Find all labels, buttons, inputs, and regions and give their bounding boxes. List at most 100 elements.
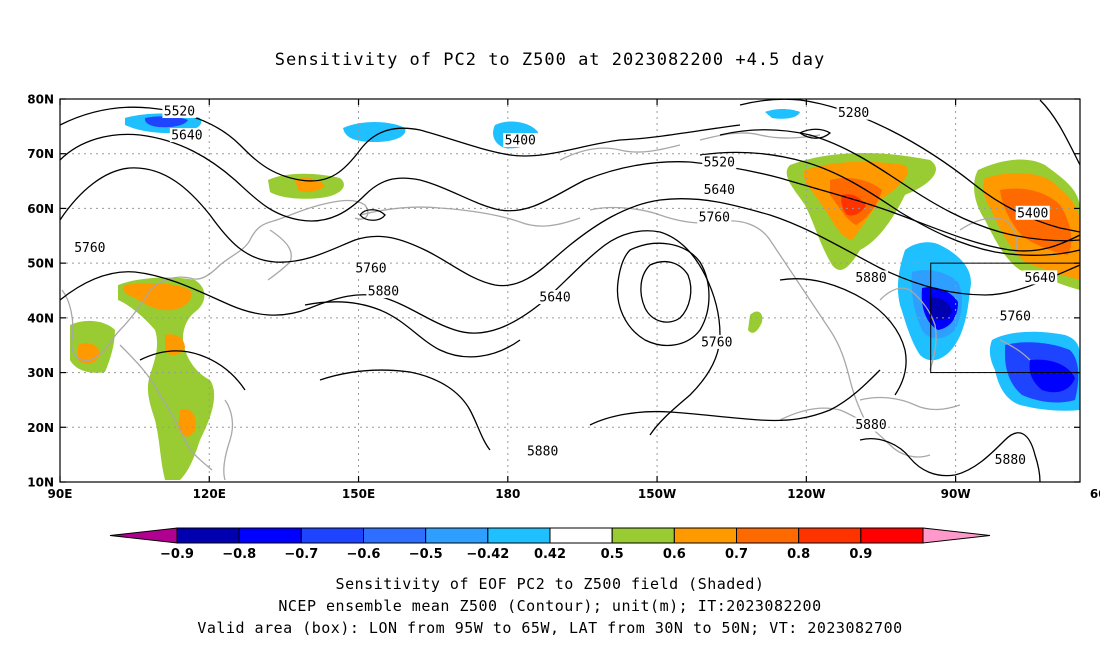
contour-label: 5520	[704, 155, 735, 170]
colorbar-swatch	[176, 527, 240, 544]
z500-contour	[59, 167, 1081, 296]
z500-contours	[59, 98, 1081, 483]
coastlines	[61, 132, 1031, 481]
contour-labels: 5520 5640 5400 5280 5520 5640 5760 5400 5760 5760…	[72, 104, 1058, 468]
footer-line-valid-area: Valid area (box): LON from 95W to 65W, L…	[197, 619, 903, 637]
colorbar-swatch	[549, 527, 613, 544]
lat-tick-label: 10N	[27, 476, 54, 490]
shade-region	[748, 311, 763, 333]
coastline	[589, 206, 871, 431]
footer-caption: Sensitivity of EOF PC2 to Z500 field (Sh…	[0, 573, 1100, 639]
footer-line-shaded: Sensitivity of EOF PC2 to Z500 field (Sh…	[335, 575, 765, 593]
z500-contour	[359, 209, 386, 221]
coastline	[999, 339, 1031, 361]
contour-label-bg	[366, 284, 401, 299]
map-axes: 90E 120E 150E 180 150W 120W 90W 60W 80N 70N 60N 50N…	[27, 93, 1100, 502]
contour-label-bg	[72, 240, 107, 255]
coastline	[223, 399, 234, 481]
contour-label-bg	[162, 104, 197, 119]
z500-contour	[719, 129, 1081, 242]
contour-label-bg	[1015, 205, 1050, 220]
colorbar-label: −0.5	[409, 547, 443, 562]
contour-label: 5280	[838, 106, 869, 121]
contour-label-bg	[854, 270, 889, 285]
contour-label: 5640	[1025, 271, 1056, 286]
shade-region	[1029, 359, 1075, 393]
map-frame	[59, 98, 1081, 483]
contour-label: 5760	[701, 335, 732, 350]
lat-tick-label: 70N	[27, 147, 54, 161]
shade-region	[123, 283, 192, 311]
contour-label-bg	[702, 154, 737, 169]
lon-tick-label: 90W	[941, 487, 971, 501]
contour-label: 5880	[995, 453, 1026, 468]
contour-label-bg	[353, 261, 388, 276]
contour-label-bg	[702, 182, 737, 197]
lon-tick-label: 90E	[48, 487, 73, 501]
z500-contour	[139, 350, 246, 391]
colorbar-label: 0.6	[663, 547, 686, 562]
colorbar-label: 0.42	[534, 547, 566, 562]
z500-contour	[699, 151, 1081, 256]
colorbar-max-triangle	[922, 527, 991, 544]
colorbar-label: −0.7	[284, 547, 318, 562]
colorbar-label: −0.9	[160, 547, 194, 562]
colorbar-label: 0.9	[849, 547, 872, 562]
lon-tick-label: 60W	[1090, 487, 1100, 501]
lon-tick-label: 180	[495, 487, 520, 501]
colorbar-label: −0.8	[222, 547, 256, 562]
colorbar-swatch	[611, 527, 675, 544]
contour-label-bg	[697, 210, 732, 225]
lat-tick-label: 30N	[27, 366, 54, 380]
colorbar-swatch	[798, 527, 862, 544]
colorbar-swatch	[736, 527, 800, 544]
sensitivity-shading	[70, 109, 1080, 480]
coastline	[61, 199, 369, 361]
contour-label: 5880	[368, 285, 399, 300]
z500-contour	[319, 369, 491, 451]
contour-label: 5640	[171, 129, 202, 144]
coastline	[859, 396, 961, 411]
chart-title: Sensitivity of PC2 to Z500 at 2023082200…	[274, 50, 826, 70]
contour-label-bg	[525, 443, 560, 458]
colorbar-label: −0.42	[466, 547, 509, 562]
colorbar-swatch	[300, 527, 365, 544]
contour-label: 5760	[74, 241, 105, 256]
lon-tick-label: 120W	[787, 487, 825, 501]
coastline	[699, 132, 821, 141]
lat-tick-label: 80N	[27, 93, 54, 107]
coastline	[267, 229, 292, 281]
shade-region	[178, 408, 196, 437]
coastline	[359, 206, 581, 227]
coastline	[559, 144, 681, 161]
colorbar-label: −0.6	[347, 547, 381, 562]
colorbar-swatch	[363, 527, 427, 544]
colorbar-swatch	[425, 527, 489, 544]
colorbar-label: 0.8	[787, 547, 810, 562]
lon-tick-label: 150E	[342, 487, 375, 501]
z500-contour	[59, 230, 721, 436]
contour-label: 5880	[855, 418, 886, 433]
contour-label: 5520	[164, 105, 195, 120]
lon-tick-label: 120E	[193, 487, 226, 501]
colorbar-min-triangle	[109, 527, 178, 544]
contour-label-bg	[836, 105, 871, 120]
shade-region	[343, 122, 406, 142]
contour-label: 5760	[699, 211, 730, 226]
z500-contour	[59, 133, 1081, 252]
coastline	[879, 287, 937, 371]
contour-label-bg	[1023, 270, 1058, 285]
z500-contour	[859, 432, 1041, 483]
z500-contour	[589, 369, 881, 426]
contour-label: 5640	[704, 183, 735, 198]
colorbar: −0.9 −0.8 −0.7 −0.6 −0.5 −0.42 0.42 0.5 0.6 0.7 0.…	[109, 527, 991, 562]
shade-region	[1000, 188, 1072, 255]
coastline	[119, 344, 213, 471]
contour-label: 5760	[355, 262, 386, 277]
z500-contour	[798, 128, 832, 139]
z500-contour	[779, 278, 907, 396]
contour-label-bg	[699, 334, 734, 349]
contour-label: 5880	[527, 444, 558, 459]
z500-contour	[304, 301, 521, 358]
